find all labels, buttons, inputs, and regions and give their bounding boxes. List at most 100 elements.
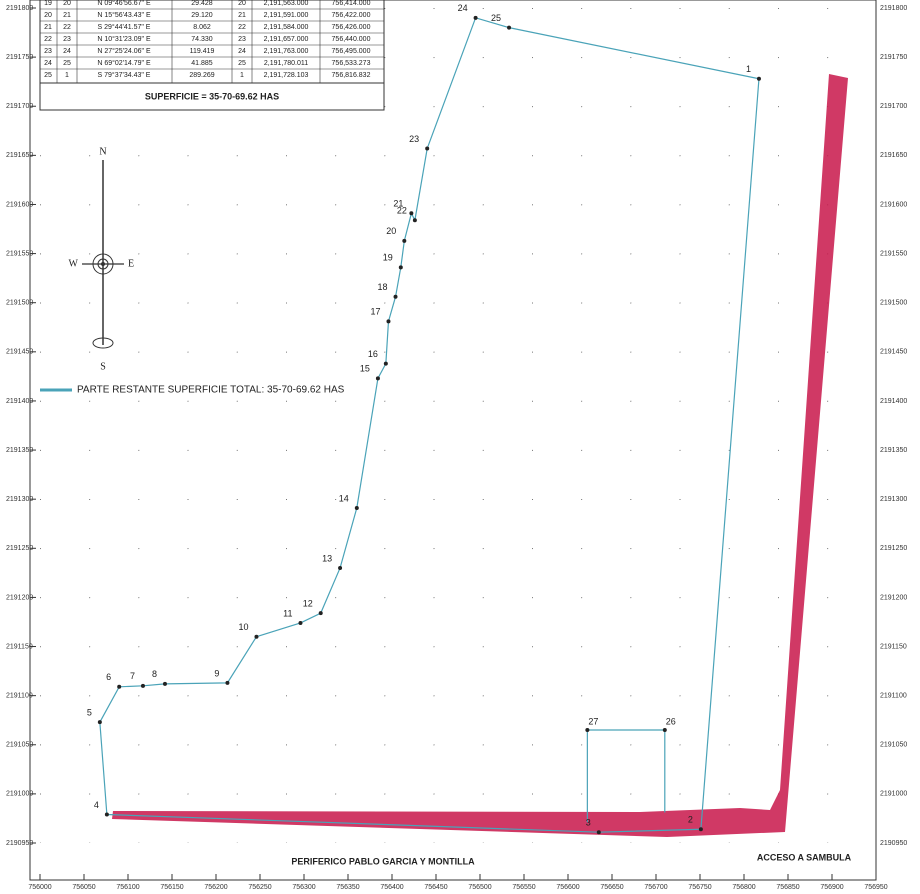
vertex-label: 24 xyxy=(458,3,468,13)
vertex-label: 2 xyxy=(688,815,693,825)
y-tick-label: 2191650 xyxy=(6,152,33,159)
table-cell: 8.062 xyxy=(193,24,211,31)
vertex-label: 13 xyxy=(322,553,332,563)
table-cell: 24 xyxy=(44,60,52,67)
y-tick-label: 2191150 xyxy=(6,643,33,650)
table-cell: 21 xyxy=(238,12,246,19)
y-tick-label: 2191400 xyxy=(6,398,33,405)
x-tick-label: 756350 xyxy=(336,884,359,891)
table-cell: 74.330 xyxy=(191,36,213,43)
table-cell: 1 xyxy=(240,72,244,79)
frame xyxy=(29,0,877,881)
vertex xyxy=(104,812,109,817)
y-tick-label: 2191250 xyxy=(6,545,33,552)
table-cell: N 10°31'23.09" E xyxy=(97,35,151,43)
table-cell: 756,533.273 xyxy=(332,60,371,67)
vertex xyxy=(318,611,323,616)
y-tick-label: 2191350 xyxy=(880,447,907,454)
y-tick-label: 2191450 xyxy=(6,349,33,356)
y-tick-label: 2191700 xyxy=(6,103,33,110)
y-tick-label: 2191550 xyxy=(880,250,907,257)
table-cell: 21 xyxy=(44,24,52,31)
table-cell: N 69°02'14.79" E xyxy=(97,59,151,67)
y-tick-label: 2191100 xyxy=(6,692,33,699)
y-tick-label: 2191700 xyxy=(880,103,907,110)
table-cell: 2,191,591.000 xyxy=(264,12,309,19)
x-tick-label: 756550 xyxy=(512,884,535,891)
vertex xyxy=(409,211,414,216)
y-tick-label: 2191800 xyxy=(880,5,907,12)
vertex xyxy=(507,25,512,30)
table-cell: 756,816.832 xyxy=(332,72,371,79)
vertex xyxy=(97,720,102,725)
y-tick-label: 2191550 xyxy=(6,250,33,257)
compass-s: S xyxy=(100,361,106,372)
y-tick-label: 2191750 xyxy=(6,54,33,61)
x-tick-label: 756950 xyxy=(864,884,887,891)
x-tick-label: 756600 xyxy=(556,884,579,891)
x-tick-label: 756300 xyxy=(292,884,315,891)
table-cell: 119.419 xyxy=(190,48,215,55)
vertex-label: 11 xyxy=(283,608,292,618)
vertex xyxy=(298,620,303,625)
vertex-label: 19 xyxy=(383,253,393,263)
compass-w: W xyxy=(69,258,79,269)
road-label: ACCESO A SAMBULA xyxy=(757,852,852,862)
vertex-label: 4 xyxy=(94,800,99,810)
table-cell: 2,191,584.000 xyxy=(264,24,309,31)
x-tick-label: 756450 xyxy=(424,884,447,891)
table-cell: 24 xyxy=(238,48,246,55)
x-tick-label: 756800 xyxy=(732,884,755,891)
y-tick-label: 2191500 xyxy=(6,300,33,307)
vertex-label: 7 xyxy=(130,671,135,681)
table-border xyxy=(39,0,385,111)
vertex xyxy=(254,634,259,639)
vertex-label: 10 xyxy=(238,622,248,632)
vertex xyxy=(398,265,403,270)
table-cell: 22 xyxy=(44,36,52,43)
y-tick-label: 2191200 xyxy=(880,594,907,601)
table-cell: 289.269 xyxy=(189,72,214,79)
table-cell: 23 xyxy=(44,48,52,55)
table-total: SUPERFICIE = 35-70-69.62 HAS xyxy=(145,91,279,101)
compass-n: N xyxy=(99,146,106,157)
compass-ring xyxy=(92,253,114,275)
y-tick-label: 2191350 xyxy=(6,447,33,454)
y-tick-label: 2191650 xyxy=(880,152,907,159)
table-cell: N 27°25'24.06" E xyxy=(97,47,151,55)
table-cell: 756,495.000 xyxy=(332,48,371,55)
table-cell: 25 xyxy=(63,60,71,67)
table-cell: 29.428 xyxy=(191,0,213,7)
table-cell: 756,426.000 xyxy=(332,24,371,31)
table-cell: 20 xyxy=(63,0,71,7)
table-cell: 2,191,563.000 xyxy=(264,0,309,7)
table-cell: 21 xyxy=(63,12,71,19)
table-cell: 756,440.000 xyxy=(332,36,371,43)
vertex xyxy=(596,830,601,835)
x-tick-label: 756650 xyxy=(600,884,623,891)
x-tick-label: 756700 xyxy=(644,884,667,891)
vertex xyxy=(162,681,167,686)
vertex-label: 17 xyxy=(370,307,380,317)
table-cell: 29.120 xyxy=(191,12,213,19)
table-cell: 25 xyxy=(44,72,52,79)
vertex-label: 1 xyxy=(746,64,751,74)
x-tick-label: 756250 xyxy=(248,884,271,891)
table-cell: 2,191,780.011 xyxy=(264,60,308,67)
vertex xyxy=(225,680,230,685)
table-cell: N 15°56'43.43" E xyxy=(97,11,151,19)
compass-ring xyxy=(97,258,109,270)
vertex xyxy=(140,683,145,688)
y-tick-label: 2190950 xyxy=(880,840,907,847)
y-tick-label: 2191450 xyxy=(880,349,907,356)
vertex xyxy=(402,238,407,243)
y-tick-label: 2191000 xyxy=(6,791,33,798)
vertex-label: 8 xyxy=(152,669,157,679)
vertex xyxy=(756,76,761,81)
vertex-label: 9 xyxy=(214,668,219,678)
vertex-label: 12 xyxy=(303,599,313,609)
vertex xyxy=(473,15,478,20)
vertex-label: 26 xyxy=(666,716,676,726)
compass: N S E W xyxy=(69,146,135,372)
